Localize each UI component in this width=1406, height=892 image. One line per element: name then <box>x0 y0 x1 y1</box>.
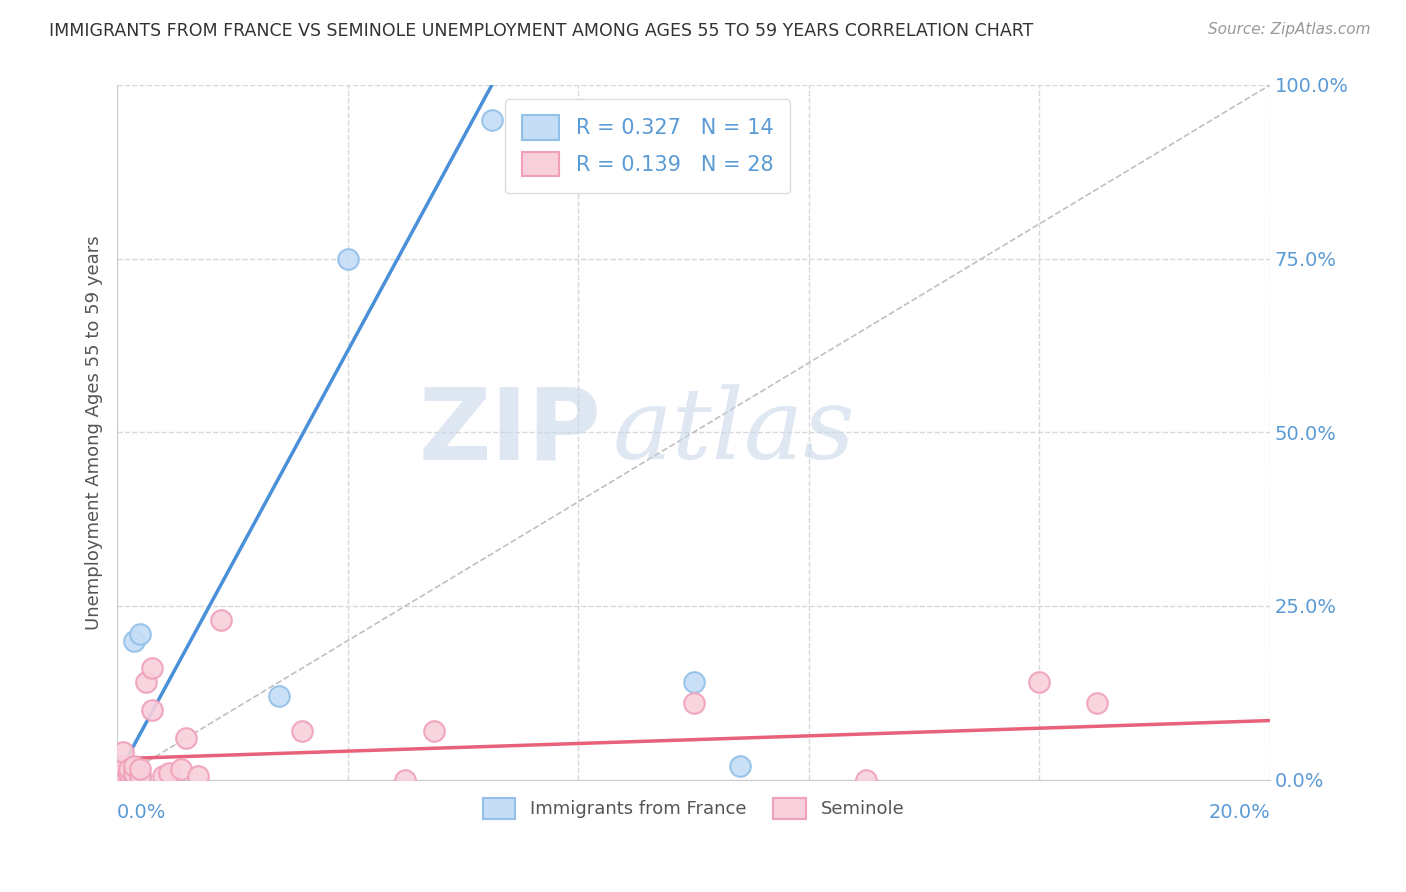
Point <box>129 626 152 640</box>
Point <box>111 765 134 780</box>
Point <box>481 112 503 127</box>
Point <box>129 762 152 776</box>
Point <box>728 758 751 772</box>
Point <box>129 769 152 783</box>
Text: IMMIGRANTS FROM FRANCE VS SEMINOLE UNEMPLOYMENT AMONG AGES 55 TO 59 YEARS CORREL: IMMIGRANTS FROM FRANCE VS SEMINOLE UNEMP… <box>49 22 1033 40</box>
Point <box>152 769 174 783</box>
Point <box>394 772 416 787</box>
Point <box>118 762 141 776</box>
Point <box>111 758 134 772</box>
Text: atlas: atlas <box>613 384 856 480</box>
Point <box>111 758 134 772</box>
Point <box>118 765 141 780</box>
Point <box>111 745 134 759</box>
Point <box>682 696 704 710</box>
Point <box>111 769 134 783</box>
Point <box>141 661 163 675</box>
Point <box>124 769 146 783</box>
Point <box>124 633 146 648</box>
Point <box>855 772 877 787</box>
Legend: Immigrants from France, Seminole: Immigrants from France, Seminole <box>468 783 918 833</box>
Point <box>187 769 209 783</box>
Point <box>291 723 314 738</box>
Point <box>423 723 446 738</box>
Point <box>267 690 290 704</box>
Point <box>1085 696 1108 710</box>
Y-axis label: Unemployment Among Ages 55 to 59 years: Unemployment Among Ages 55 to 59 years <box>86 235 103 630</box>
Point <box>176 731 198 745</box>
Point <box>129 769 152 783</box>
Point <box>124 769 146 783</box>
Text: 20.0%: 20.0% <box>1208 803 1270 822</box>
Point <box>682 675 704 690</box>
Text: Source: ZipAtlas.com: Source: ZipAtlas.com <box>1208 22 1371 37</box>
Point <box>124 765 146 780</box>
Point <box>141 703 163 717</box>
Text: ZIP: ZIP <box>419 384 602 481</box>
Point <box>336 252 359 266</box>
Point <box>157 765 180 780</box>
Point <box>124 769 146 783</box>
Point <box>169 762 191 776</box>
Point <box>118 769 141 783</box>
Point <box>1028 675 1050 690</box>
Point <box>135 675 157 690</box>
Text: 0.0%: 0.0% <box>117 803 166 822</box>
Point <box>118 765 141 780</box>
Point <box>124 758 146 772</box>
Point <box>111 765 134 780</box>
Point <box>118 769 141 783</box>
Point <box>209 613 232 627</box>
